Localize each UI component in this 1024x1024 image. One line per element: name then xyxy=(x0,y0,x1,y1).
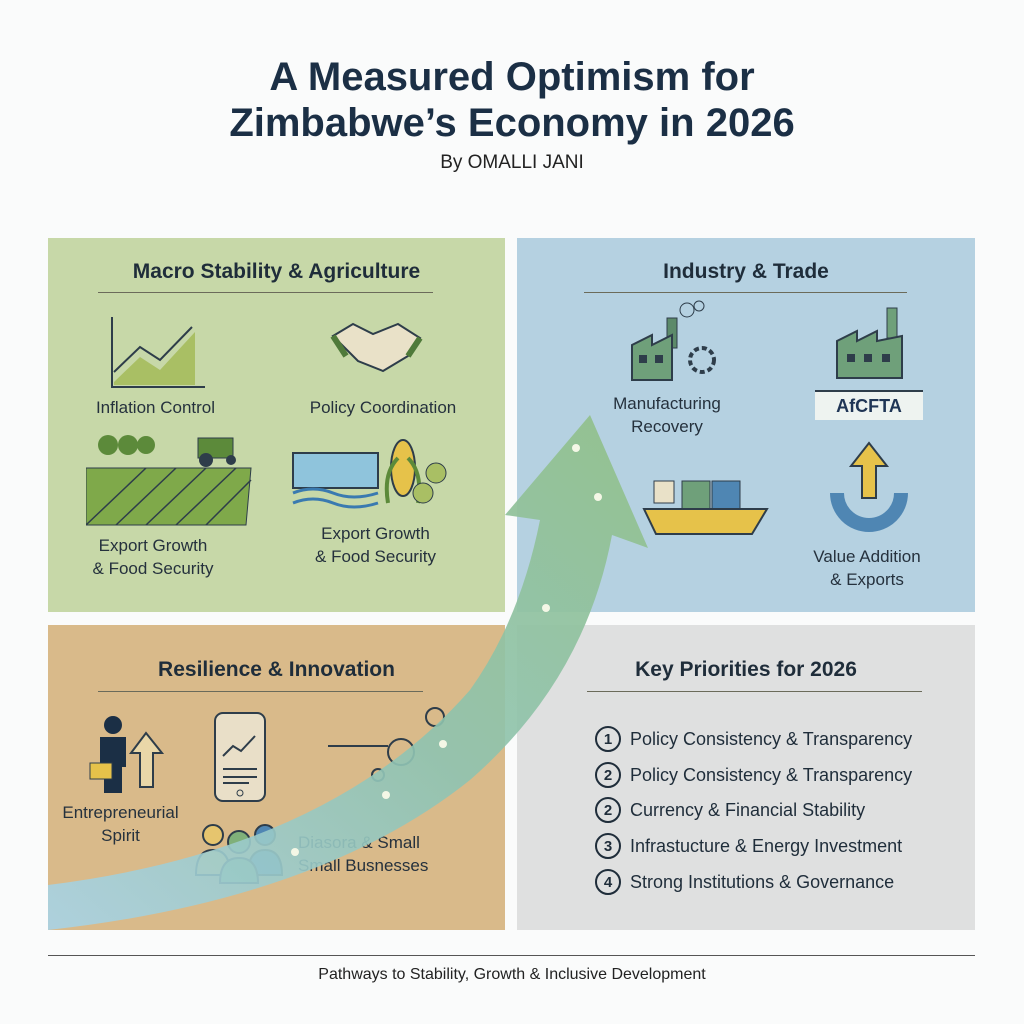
mobile-chart-icon xyxy=(214,712,266,802)
divider xyxy=(587,691,922,692)
title-line-1: A Measured Optimism for xyxy=(269,55,755,99)
priority-number: 3 xyxy=(595,833,621,859)
farm-field-icon xyxy=(86,435,252,526)
panel-title: Key Priorities for 2026 xyxy=(635,658,857,681)
line-chart-icon xyxy=(111,317,205,388)
label-diaspora-small-businesses: Diasora & Small Small Busnesses xyxy=(298,833,429,875)
panel-resilience-innovation: Resilience & Innovation Entrepreneurial … xyxy=(48,625,505,930)
priority-label: Infrastucture & Energy Investment xyxy=(630,835,903,856)
businessperson-arrow-icon xyxy=(89,716,165,793)
label-value-addition: Value Addition & Exports xyxy=(813,547,921,589)
handshake-icon xyxy=(330,322,423,373)
panel-title: Macro Stability & Agriculture xyxy=(132,260,421,283)
priority-label: Strong Institutions & Governance xyxy=(630,871,895,892)
label-inflation-control: Inflation Control xyxy=(95,398,216,417)
dam-maize-icon xyxy=(292,439,447,509)
up-arrow-cycle-icon xyxy=(830,441,908,532)
network-bubbles-icon xyxy=(328,707,445,782)
label-entrepreneurial-spirit: Entrepreneurial Spirit xyxy=(62,803,179,845)
label-export-growth-2: Export Growth & Food Security xyxy=(315,524,436,566)
priority-number: 4 xyxy=(595,869,621,895)
divider xyxy=(584,292,907,293)
title-line-2: Zimbabwe’s Economy in 2026 xyxy=(229,101,795,145)
panel-industry-trade: Industry & Trade Manufacturing Recovery … xyxy=(517,238,975,612)
footer-divider xyxy=(48,955,975,956)
priority-item: 1 Policy Consistency & Transparency xyxy=(595,726,912,752)
people-group-icon xyxy=(194,824,284,884)
panel-title: Resilience & Innovation xyxy=(158,658,395,681)
panel-macro-stability: Macro Stability & Agriculture Inflation … xyxy=(48,238,505,612)
label-export-growth-1: Export Growth & Food Security xyxy=(92,536,214,578)
priority-label: Currency & Financial Stability xyxy=(630,799,866,820)
priority-number: 2 xyxy=(595,762,621,788)
priority-item: 2 Policy Consistency & Transparency xyxy=(595,762,912,788)
label-policy-coordination: Policy Coordination xyxy=(309,398,457,417)
cargo-ship-icon xyxy=(642,480,769,535)
priority-item: 4 Strong Institutions & Governance xyxy=(595,869,894,895)
divider xyxy=(98,292,433,293)
priority-label: Policy Consistency & Transparency xyxy=(630,728,913,749)
priority-label: Policy Consistency & Transparency xyxy=(630,764,913,785)
panel-title: Industry & Trade xyxy=(663,260,829,283)
byline: By OMALLI JANI xyxy=(440,152,584,173)
priority-item: 3 Infrastucture & Energy Investment xyxy=(595,833,902,859)
factory-africa-icon xyxy=(836,307,903,379)
priority-number: 1 xyxy=(595,726,621,752)
priority-number: 2 xyxy=(595,797,621,823)
priority-item: 2 Currency & Financial Stability xyxy=(595,797,865,823)
factory-gear-icon xyxy=(631,300,716,381)
label-manufacturing-recovery: Manufacturing Recovery xyxy=(613,394,721,436)
footer-text: Pathways to Stability, Growth & Inclusiv… xyxy=(318,966,706,983)
divider xyxy=(98,691,423,692)
afcfta-badge: AfCFTA xyxy=(815,390,923,420)
